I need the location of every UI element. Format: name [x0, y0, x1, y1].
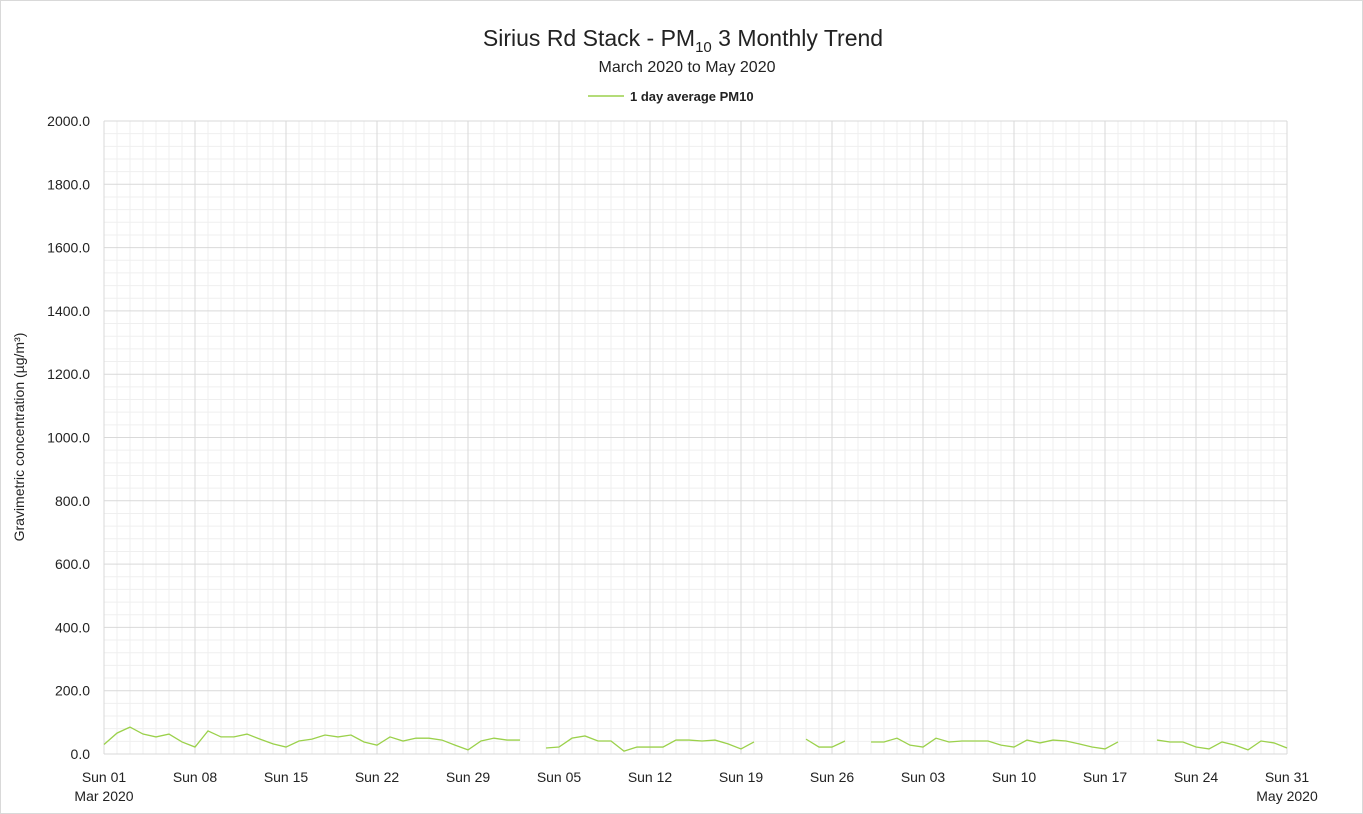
data-line [103, 726, 1288, 752]
legend-label: 1 day average PM10 [630, 89, 754, 104]
chart-subtitle: March 2020 to May 2020 [599, 59, 776, 76]
title-rest: 3 Monthly Trend [712, 25, 883, 51]
y-tick-label: 200.0 [55, 683, 90, 699]
x-tick-sublabel: May 2020 [1256, 788, 1318, 804]
x-tick-label: Sun 10 [992, 769, 1037, 785]
x-tick-label: Sun 01 [82, 769, 127, 785]
title-text: Sirius Rd Stack - PM [483, 25, 695, 51]
y-tick-label: 1800.0 [47, 176, 90, 192]
y-tick-label: 400.0 [55, 619, 90, 635]
chart-title: Sirius Rd Stack - PM10 3 Monthly Trend [483, 25, 883, 56]
major-grid [103, 120, 1288, 755]
y-tick-label: 1200.0 [47, 366, 90, 382]
x-tick-label: Sun 15 [264, 769, 309, 785]
y-tick-label: 2000.0 [47, 113, 90, 129]
x-tick-label: Sun 29 [446, 769, 491, 785]
x-tick-label: Sun 08 [173, 769, 218, 785]
x-tick-label: Sun 03 [901, 769, 946, 785]
x-tick-label: Sun 31 [1265, 769, 1310, 785]
x-tick-label: Sun 12 [628, 769, 673, 785]
x-tick-label: Sun 26 [810, 769, 855, 785]
y-tick-label: 600.0 [55, 556, 90, 572]
title-subscript: 10 [695, 39, 712, 56]
x-tick-label: Sun 05 [537, 769, 582, 785]
x-tick-label: Sun 19 [719, 769, 764, 785]
y-tick-label: 800.0 [55, 493, 90, 509]
y-axis-label: Gravimetric concentration (µg/m³) [11, 333, 27, 542]
x-tick-label: Sun 22 [355, 769, 400, 785]
y-tick-label: 1000.0 [47, 430, 90, 446]
x-tick-label: Sun 17 [1083, 769, 1128, 785]
y-tick-label: 1600.0 [47, 240, 90, 256]
y-tick-label: 0.0 [71, 746, 91, 762]
x-tick-label: Sun 24 [1174, 769, 1219, 785]
y-tick-label: 1400.0 [47, 303, 90, 319]
x-tick-sublabel: Mar 2020 [74, 788, 133, 804]
